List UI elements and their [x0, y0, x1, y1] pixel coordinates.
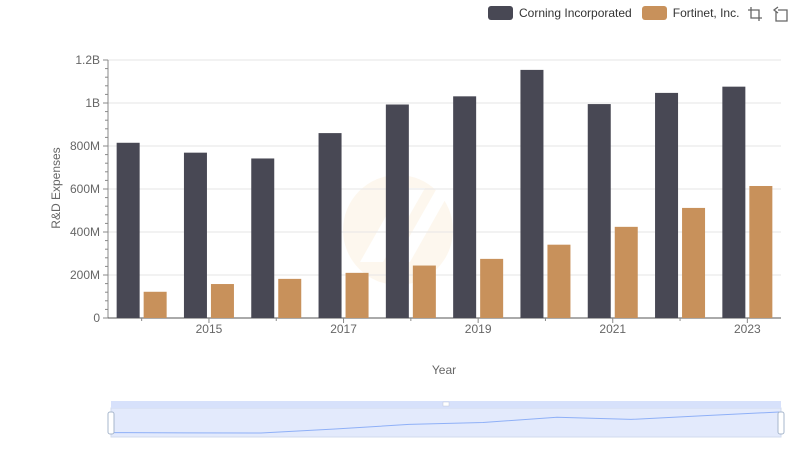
y-axis-title: R&D Expenses: [49, 147, 63, 228]
bar-fortinet-2014[interactable]: [143, 291, 167, 318]
bar-fortinet-2021[interactable]: [614, 226, 638, 318]
data-zoom-background: [110, 407, 782, 438]
legend-item-1[interactable]: Corning Incorporated: [488, 6, 632, 20]
bars: [116, 69, 773, 319]
x-tick-label: 2017: [330, 322, 357, 336]
legend-swatch: [488, 6, 513, 20]
zoom-select-icon[interactable]: [747, 6, 764, 23]
data-zoom-preview-line: [112, 411, 780, 434]
bar-fortinet-2016[interactable]: [278, 278, 302, 318]
legend-swatch: [641, 6, 667, 20]
y-tick-label: 800M: [70, 139, 100, 153]
bar-fortinet-2020[interactable]: [547, 244, 571, 318]
x-tick-label: 2019: [465, 322, 492, 336]
data-zoom-drag-grip[interactable]: [442, 401, 450, 407]
legend-label: Corning Incorporated: [519, 6, 632, 20]
x-axis: 2015 2017 2019 2021 2023: [108, 317, 781, 336]
bar-corning-2020[interactable]: [520, 69, 544, 318]
x-tick-label: 2021: [599, 322, 626, 336]
data-zoom-handle-left[interactable]: [107, 411, 115, 435]
y-tick-label: 200M: [70, 268, 100, 282]
y-axis: 0 200M 400M 600M 800M 1B 1.2B: [70, 53, 109, 325]
bar-corning-2023[interactable]: [722, 86, 746, 318]
bar-corning-2016[interactable]: [251, 158, 275, 318]
x-axis-title: Year: [432, 363, 456, 377]
y-tick-label: 400M: [70, 225, 100, 239]
legend-label: Fortinet, Inc.: [672, 6, 740, 20]
bar-fortinet-2019[interactable]: [480, 258, 504, 318]
bar-corning-2018[interactable]: [385, 104, 409, 318]
y-tick-label: 1.2B: [75, 53, 100, 67]
legend-item-2[interactable]: Fortinet, Inc.: [641, 6, 740, 20]
y-tick-label: 600M: [70, 182, 100, 196]
zoom-reset-icon[interactable]: [772, 6, 789, 23]
data-zoom-handle-right[interactable]: [777, 411, 785, 435]
data-zoom-slider[interactable]: [107, 401, 785, 438]
bar-corning-2022[interactable]: [655, 92, 679, 319]
x-tick-label: 2023: [734, 322, 761, 336]
bar-fortinet-2015[interactable]: [210, 284, 234, 318]
y-tick-label: 0: [93, 311, 100, 325]
bar-corning-2021[interactable]: [587, 104, 611, 318]
bar-fortinet-2023[interactable]: [749, 185, 773, 318]
bar-corning-2014[interactable]: [116, 142, 140, 318]
x-tick-label: 2015: [196, 322, 223, 336]
y-tick-label: 1B: [85, 96, 100, 110]
bar-corning-2015[interactable]: [183, 152, 207, 318]
bar-fortinet-2018[interactable]: [412, 265, 436, 318]
bar-fortinet-2022[interactable]: [682, 207, 706, 318]
bar-corning-2017[interactable]: [318, 133, 342, 318]
bar-corning-2019[interactable]: [453, 96, 477, 319]
bar-fortinet-2017[interactable]: [345, 272, 369, 318]
legend: Corning Incorporated Fortinet, Inc.: [488, 3, 749, 23]
